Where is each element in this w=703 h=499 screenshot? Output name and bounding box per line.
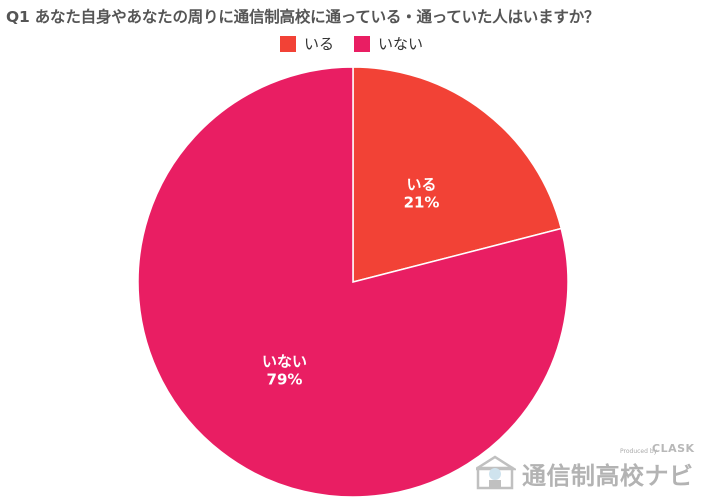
chart-legend: いる いない xyxy=(0,33,703,54)
slice-value-iru: 21% xyxy=(404,194,440,212)
slice-label-iru: いる xyxy=(407,176,437,194)
pie-slice-inai[interactable] xyxy=(137,66,569,498)
pie-slice-iru[interactable] xyxy=(352,66,563,283)
watermark-credit: Produced by xyxy=(620,448,658,455)
legend-label-iru: いる xyxy=(303,35,334,53)
legend-swatch-inai xyxy=(354,35,370,52)
legend-item-iru[interactable]: いる xyxy=(279,33,334,54)
legend-item-inai[interactable]: いない xyxy=(354,33,423,54)
legend-label-inai: いない xyxy=(378,35,424,53)
slice-label-inai: いない xyxy=(262,352,307,370)
slice-value-inai: 79% xyxy=(267,370,303,388)
watermark: Produced by CLASK 通信制高校ナビ xyxy=(476,442,700,492)
chart-title: Q1 あなた自身やあなたの周りに通信制高校に通っている・通っていた人はいますか？ xyxy=(6,8,600,26)
school-house-icon xyxy=(476,455,516,490)
watermark-brand: CLASK xyxy=(652,442,695,455)
legend-swatch-iru xyxy=(279,35,296,52)
watermark-text: 通信制高校ナビ xyxy=(522,462,694,490)
